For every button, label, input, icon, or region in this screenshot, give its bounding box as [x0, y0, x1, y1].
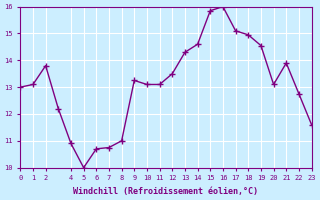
X-axis label: Windchill (Refroidissement éolien,°C): Windchill (Refroidissement éolien,°C): [74, 187, 259, 196]
